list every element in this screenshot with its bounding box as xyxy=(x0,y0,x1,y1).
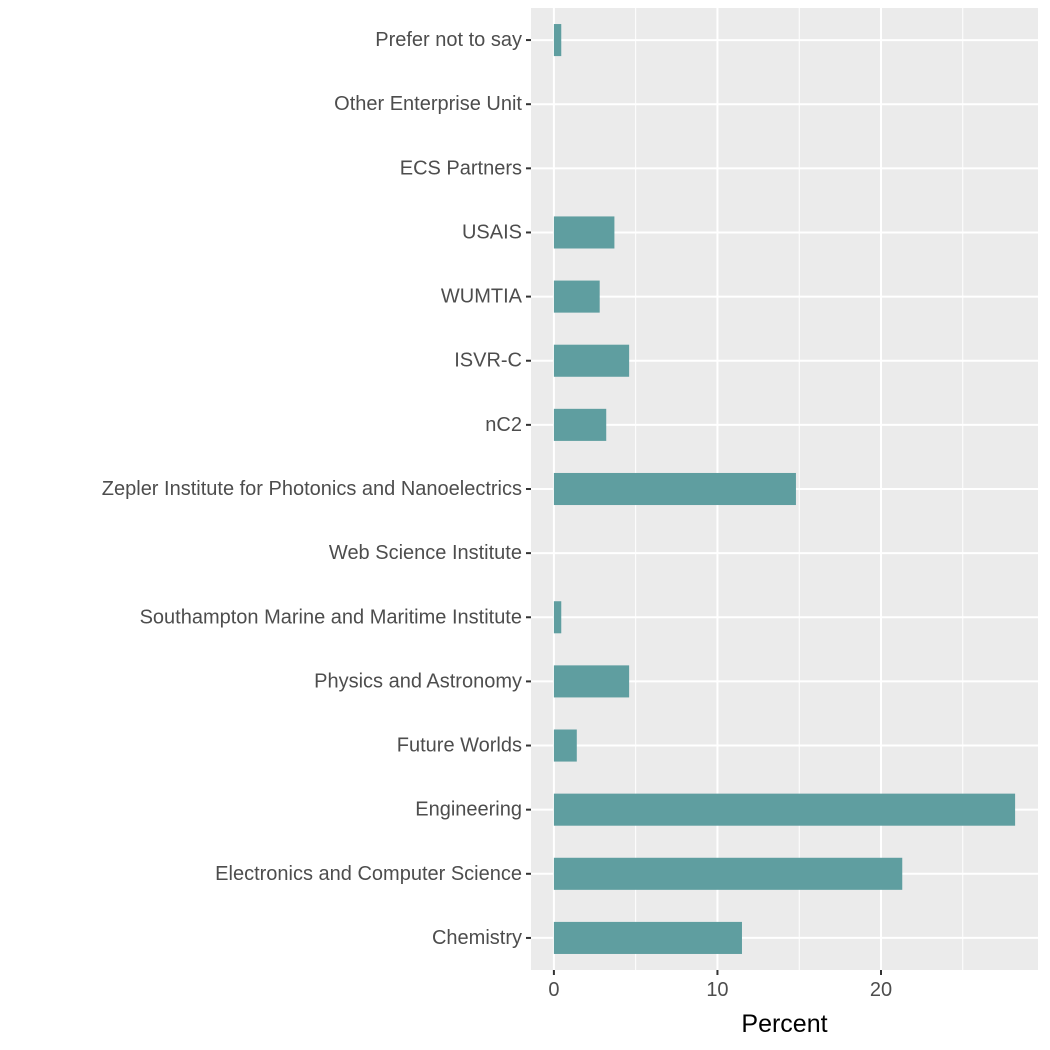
x-tick-label: 10 xyxy=(706,979,728,1001)
x-axis-title: Percent xyxy=(741,1010,827,1038)
category-label: Zepler Institute for Photonics and Nanoe… xyxy=(102,478,522,500)
category-label: nC2 xyxy=(485,414,522,436)
category-label: ECS Partners xyxy=(400,157,522,179)
bar xyxy=(553,921,742,954)
category-label: Physics and Astronomy xyxy=(314,670,522,692)
bar xyxy=(553,216,615,249)
category-label: Engineering xyxy=(415,799,522,821)
bars xyxy=(553,24,1016,954)
category-label: Web Science Institute xyxy=(329,542,522,564)
bar xyxy=(553,280,600,313)
x-tick-label: 20 xyxy=(870,979,892,1001)
bar xyxy=(553,793,1016,826)
category-label: Southampton Marine and Maritime Institut… xyxy=(140,606,522,628)
category-label: ISVR-C xyxy=(454,350,522,372)
category-label: USAIS xyxy=(462,221,522,243)
category-label: Chemistry xyxy=(432,927,522,949)
bar xyxy=(553,601,562,634)
category-label: Electronics and Computer Science xyxy=(215,863,522,885)
category-label: WUMTIA xyxy=(441,286,523,308)
bar xyxy=(553,665,630,698)
bar xyxy=(553,729,577,762)
category-label: Prefer not to say xyxy=(375,29,522,51)
x-axis: 0 10 20 xyxy=(548,970,892,1001)
x-tick-label: 0 xyxy=(548,979,559,1001)
bar xyxy=(553,408,607,441)
category-label: Future Worlds xyxy=(397,735,522,757)
bar xyxy=(553,472,796,506)
y-axis: Chemistry Electronics and Computer Scienc… xyxy=(102,29,531,949)
category-label: Other Enterprise Unit xyxy=(334,93,522,115)
bar xyxy=(553,857,903,890)
bar xyxy=(553,24,562,57)
bar xyxy=(553,344,630,377)
